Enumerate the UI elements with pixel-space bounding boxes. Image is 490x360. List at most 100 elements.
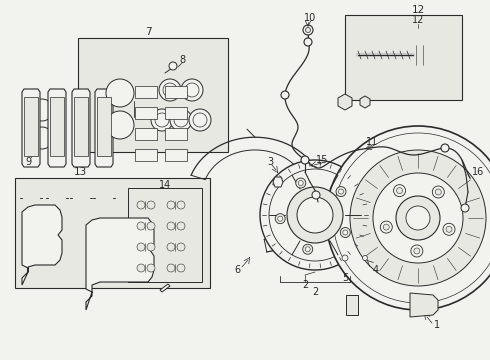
Circle shape	[147, 201, 155, 209]
Circle shape	[106, 111, 134, 139]
Text: 5: 5	[342, 273, 348, 283]
Polygon shape	[24, 97, 38, 156]
Text: 3: 3	[267, 157, 273, 167]
Circle shape	[260, 160, 370, 270]
Circle shape	[177, 201, 185, 209]
Circle shape	[137, 243, 145, 251]
Text: 9: 9	[25, 157, 31, 167]
Circle shape	[147, 264, 155, 272]
Circle shape	[363, 256, 368, 261]
Circle shape	[297, 197, 333, 233]
Circle shape	[155, 113, 169, 127]
Circle shape	[336, 186, 346, 197]
Circle shape	[301, 156, 309, 164]
Circle shape	[163, 83, 177, 97]
Circle shape	[31, 99, 53, 121]
Text: 14: 14	[159, 180, 171, 190]
Polygon shape	[165, 149, 187, 161]
Circle shape	[278, 216, 283, 221]
Circle shape	[193, 113, 207, 127]
Circle shape	[333, 133, 490, 303]
Circle shape	[137, 264, 145, 272]
Polygon shape	[410, 293, 438, 317]
Text: 7: 7	[145, 27, 151, 37]
Text: 11: 11	[366, 137, 378, 147]
Circle shape	[147, 222, 155, 230]
Polygon shape	[135, 149, 157, 161]
Text: 12: 12	[412, 15, 424, 25]
Circle shape	[31, 127, 53, 149]
Circle shape	[147, 243, 155, 251]
Circle shape	[167, 264, 175, 272]
Circle shape	[396, 196, 440, 240]
Circle shape	[411, 245, 423, 257]
Circle shape	[167, 243, 175, 251]
Text: 4: 4	[373, 265, 379, 275]
Circle shape	[446, 226, 452, 232]
Circle shape	[461, 204, 469, 212]
Polygon shape	[72, 89, 90, 167]
Circle shape	[185, 83, 199, 97]
Circle shape	[380, 221, 392, 233]
Polygon shape	[160, 284, 170, 292]
Circle shape	[170, 109, 192, 131]
Polygon shape	[165, 86, 187, 98]
Polygon shape	[22, 89, 40, 167]
Circle shape	[137, 201, 145, 209]
Circle shape	[174, 113, 188, 127]
Bar	[345, 15, 462, 100]
Circle shape	[303, 244, 313, 254]
Circle shape	[181, 79, 203, 101]
Text: 15: 15	[316, 155, 328, 165]
Circle shape	[281, 91, 289, 99]
Polygon shape	[338, 94, 352, 110]
Circle shape	[137, 222, 145, 230]
Circle shape	[305, 27, 311, 32]
Text: 2: 2	[312, 287, 318, 297]
Circle shape	[275, 213, 285, 224]
Circle shape	[167, 222, 175, 230]
Polygon shape	[273, 177, 283, 187]
Circle shape	[177, 264, 185, 272]
Circle shape	[304, 38, 312, 46]
Polygon shape	[48, 89, 66, 167]
Polygon shape	[135, 86, 157, 98]
Circle shape	[414, 248, 420, 254]
Polygon shape	[22, 205, 62, 285]
Circle shape	[343, 230, 348, 235]
Circle shape	[432, 186, 444, 198]
Polygon shape	[95, 89, 113, 167]
Polygon shape	[165, 128, 187, 140]
Bar	[78, 38, 228, 152]
Polygon shape	[135, 107, 157, 119]
Circle shape	[406, 206, 430, 230]
Circle shape	[383, 224, 389, 230]
Text: 1: 1	[434, 320, 440, 330]
Polygon shape	[165, 107, 187, 119]
Circle shape	[177, 243, 185, 251]
Text: 13: 13	[74, 167, 87, 177]
Polygon shape	[97, 97, 111, 156]
Circle shape	[151, 109, 173, 131]
Text: 12: 12	[412, 5, 425, 15]
Circle shape	[298, 180, 303, 185]
Circle shape	[373, 173, 463, 263]
Circle shape	[167, 201, 175, 209]
Text: 16: 16	[472, 167, 484, 177]
Circle shape	[396, 188, 403, 194]
Circle shape	[106, 79, 134, 107]
Circle shape	[303, 25, 313, 35]
Text: 2: 2	[302, 280, 308, 290]
Circle shape	[169, 62, 177, 70]
Circle shape	[339, 189, 343, 194]
Polygon shape	[346, 295, 358, 315]
Circle shape	[443, 223, 455, 235]
Circle shape	[312, 191, 320, 199]
Circle shape	[435, 189, 441, 195]
Circle shape	[441, 144, 449, 152]
Circle shape	[189, 109, 211, 131]
Text: 10: 10	[304, 13, 316, 23]
Text: 6: 6	[234, 265, 240, 275]
Circle shape	[287, 187, 343, 243]
Polygon shape	[74, 97, 88, 156]
